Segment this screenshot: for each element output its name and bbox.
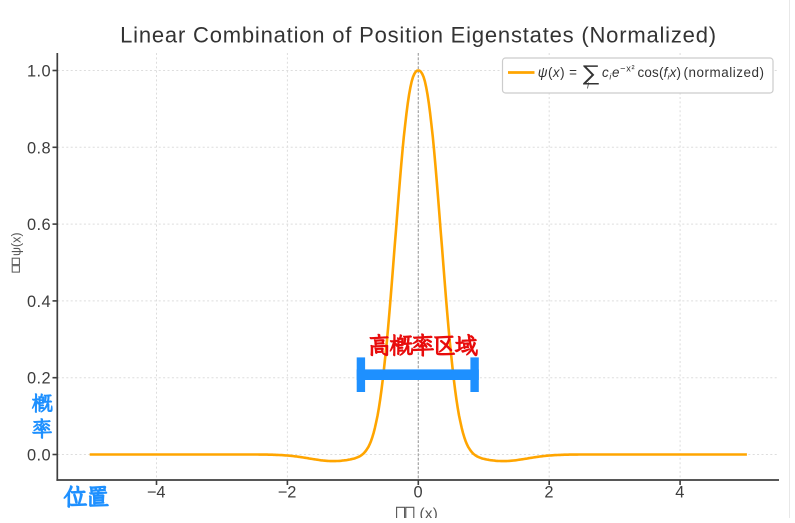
svg-text:2: 2 bbox=[544, 484, 553, 502]
svg-text:(x): (x) bbox=[420, 505, 439, 518]
svg-text:cie−x²: cie−x² bbox=[602, 63, 635, 81]
svg-text:ψ(x) =: ψ(x) = bbox=[538, 65, 578, 80]
svg-text:−2: −2 bbox=[278, 484, 297, 502]
svg-text:0: 0 bbox=[413, 484, 422, 502]
svg-text:−4: −4 bbox=[147, 484, 166, 502]
svg-text:0.4: 0.4 bbox=[27, 293, 51, 311]
svg-text:cos(fix): cos(fix) bbox=[638, 65, 682, 82]
svg-text:0.8: 0.8 bbox=[27, 139, 51, 157]
svg-text:i: i bbox=[587, 81, 590, 91]
svg-text:0.0: 0.0 bbox=[27, 447, 51, 465]
svg-text:Linear Combination of Position: Linear Combination of Position Eigenstat… bbox=[120, 23, 717, 48]
svg-text:0.2: 0.2 bbox=[27, 370, 51, 388]
svg-text:ψ(x): ψ(x) bbox=[10, 233, 24, 257]
svg-text:0.6: 0.6 bbox=[27, 216, 51, 234]
svg-text:4: 4 bbox=[675, 484, 684, 502]
svg-text:(normalized): (normalized) bbox=[684, 65, 765, 80]
svg-text:1.0: 1.0 bbox=[27, 63, 51, 81]
svg-text:∑: ∑ bbox=[581, 61, 601, 85]
